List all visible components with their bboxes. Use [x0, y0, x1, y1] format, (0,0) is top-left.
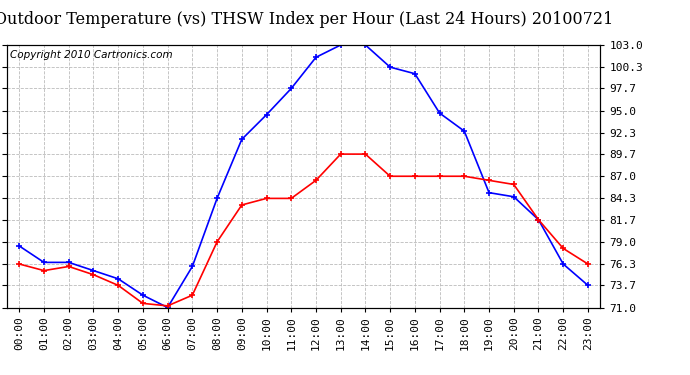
Text: Copyright 2010 Cartronics.com: Copyright 2010 Cartronics.com — [10, 50, 172, 60]
Text: Outdoor Temperature (vs) THSW Index per Hour (Last 24 Hours) 20100721: Outdoor Temperature (vs) THSW Index per … — [0, 11, 613, 28]
